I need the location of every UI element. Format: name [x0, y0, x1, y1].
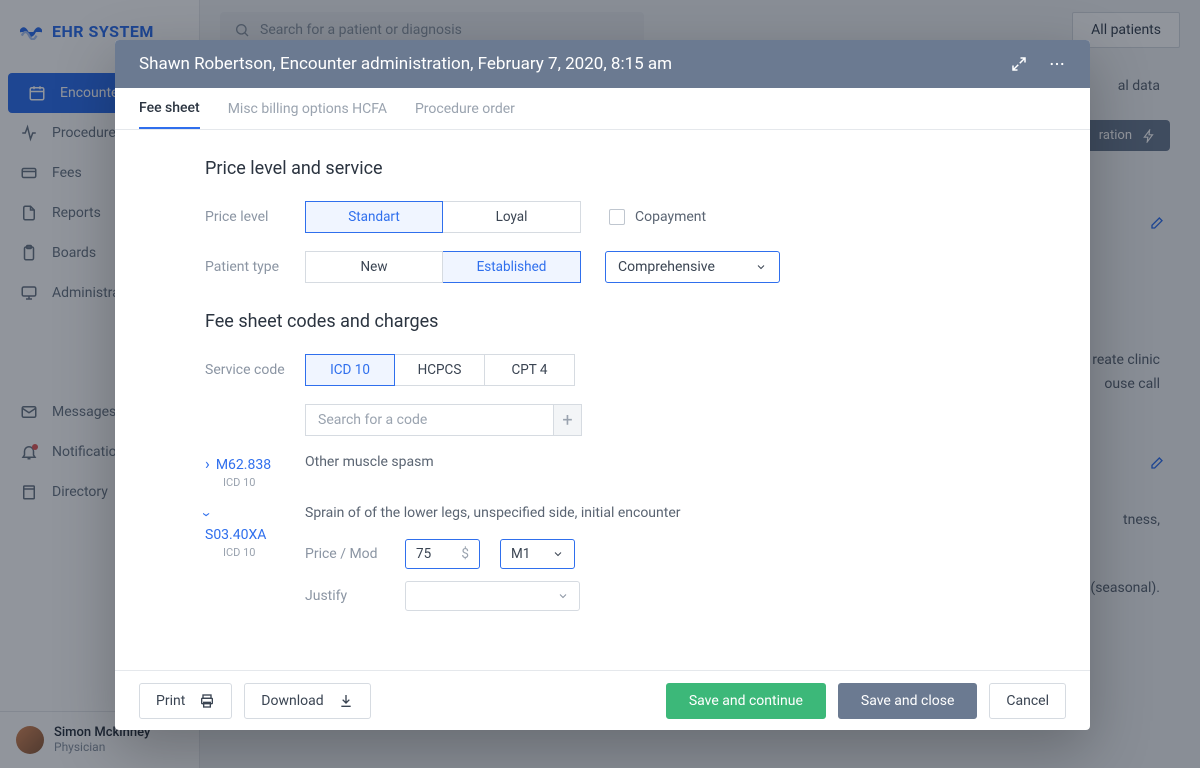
code-system: ICD 10 [223, 546, 275, 559]
copayment-label: Copayment [635, 209, 706, 225]
patient-type-seg: New Established [305, 251, 581, 283]
code-id[interactable]: M62.838 [216, 457, 271, 473]
modal-title: Shawn Robertson, Encounter administratio… [139, 54, 672, 74]
chevron-down-icon [557, 590, 569, 602]
code-search: + [305, 404, 582, 436]
code-desc: Sprain of of the lower legs, unspecified… [305, 505, 681, 521]
modal-header: Shawn Robertson, Encounter administratio… [115, 40, 1090, 88]
patient-type-new[interactable]: New [305, 251, 443, 283]
save-close-button[interactable]: Save and close [838, 683, 978, 719]
code-add-button[interactable]: + [554, 404, 582, 436]
modal-tabs: Fee sheet Misc billing options HCFA Proc… [115, 88, 1090, 130]
expand-icon[interactable] [1010, 55, 1028, 73]
tab-misc-billing[interactable]: Misc billing options HCFA [228, 88, 387, 129]
section-fee-codes: Fee sheet codes and charges [205, 311, 1000, 332]
print-icon [199, 693, 215, 709]
download-icon [338, 693, 354, 709]
mod-value: M1 [511, 546, 530, 562]
cancel-button[interactable]: Cancel [989, 683, 1066, 719]
chevron-right-icon[interactable]: › [205, 454, 210, 473]
section-price-level: Price level and service [205, 158, 1000, 179]
patient-type-established[interactable]: Established [443, 251, 581, 283]
tab-fee-sheet[interactable]: Fee sheet [139, 88, 200, 129]
chevron-down-icon [552, 548, 564, 560]
price-value: 75 [416, 546, 431, 562]
modal-body: Price level and service Price level Stan… [115, 130, 1090, 670]
code-icd10[interactable]: ICD 10 [305, 354, 395, 386]
tab-procedure-order[interactable]: Procedure order [415, 88, 515, 129]
currency: $ [461, 546, 469, 562]
justify-label: Justify [305, 588, 405, 604]
patient-type-label: Patient type [205, 259, 305, 275]
price-level-loyal[interactable]: Loyal [443, 201, 581, 233]
modal-footer: Print Download Save and continue Save an… [115, 670, 1090, 730]
more-icon[interactable] [1048, 55, 1066, 73]
service-code-seg: ICD 10 HCPCS CPT 4 [305, 354, 575, 386]
justify-select[interactable] [405, 581, 580, 611]
code-id[interactable]: S03.40XA [205, 527, 266, 543]
chevron-down-icon [755, 261, 767, 273]
code-search-input[interactable] [305, 404, 554, 436]
code-desc: Other muscle spasm [305, 454, 434, 489]
code-hcpcs[interactable]: HCPCS [395, 354, 485, 386]
code-system: ICD 10 [223, 476, 275, 489]
download-button[interactable]: Download [244, 683, 370, 719]
print-button[interactable]: Print [139, 683, 232, 719]
comprehensive-select[interactable]: Comprehensive [605, 251, 780, 283]
code-cpt4[interactable]: CPT 4 [485, 354, 575, 386]
save-continue-button[interactable]: Save and continue [666, 683, 826, 719]
mod-select[interactable]: M1 [500, 539, 575, 569]
service-code-label: Service code [205, 362, 305, 378]
select-value: Comprehensive [618, 259, 715, 275]
price-level-standart[interactable]: Standart [305, 201, 443, 233]
price-mod-label: Price / Mod [305, 546, 405, 562]
price-input[interactable]: 75 $ [405, 539, 480, 569]
copayment-checkbox[interactable]: Copayment [609, 209, 706, 225]
price-level-seg: Standart Loyal [305, 201, 581, 233]
price-level-label: Price level [205, 209, 305, 225]
checkbox-box [609, 209, 625, 225]
chevron-down-icon[interactable]: › [198, 512, 217, 517]
encounter-modal: Shawn Robertson, Encounter administratio… [115, 40, 1090, 730]
